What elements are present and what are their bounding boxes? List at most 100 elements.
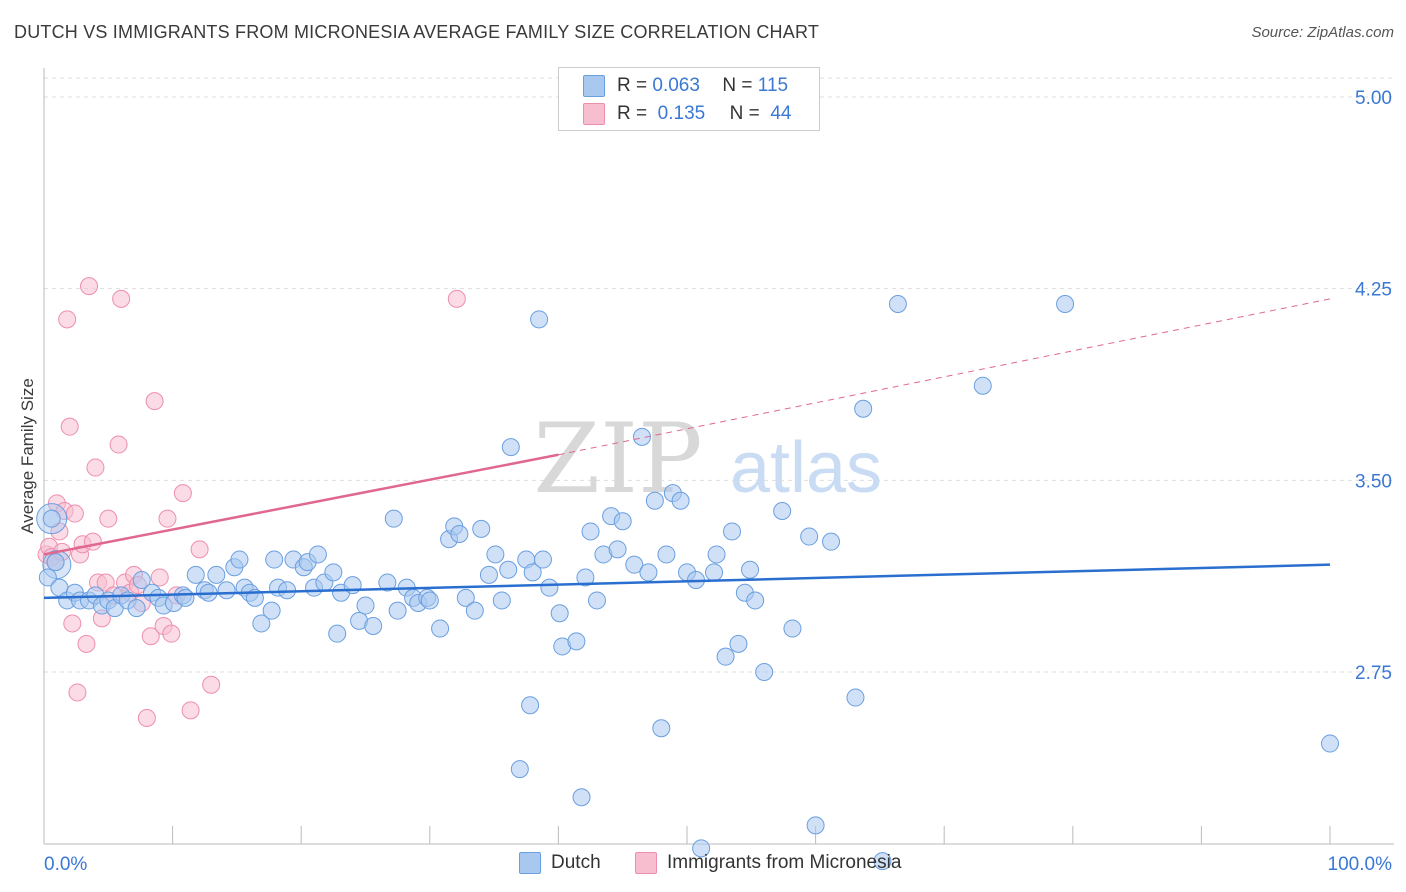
dutch-point xyxy=(378,573,397,592)
tick-labels: 2.75 3.50 4.25 5.00 0.0% 100.0% xyxy=(44,88,1392,875)
dutch-point xyxy=(741,560,760,579)
micronesia-point xyxy=(68,683,87,702)
x-tick-label: 0.0% xyxy=(44,854,87,875)
legend-n-label: N = xyxy=(729,103,760,124)
dutch-point xyxy=(492,591,511,610)
dutch-point xyxy=(1056,295,1075,313)
micronesia-point xyxy=(137,709,156,727)
legend-row-micronesia: R = 0.135 N = 44 xyxy=(583,101,791,127)
micronesia-point xyxy=(77,634,96,653)
micronesia-point xyxy=(190,540,209,559)
dutch-point xyxy=(217,581,236,600)
dutch-point xyxy=(639,563,658,582)
dutch-point xyxy=(523,563,542,582)
dutch-point xyxy=(132,571,151,589)
dutch-point xyxy=(46,553,65,572)
y-tick-label: 4.25 xyxy=(1355,280,1392,301)
y-tick-label: 5.00 xyxy=(1355,88,1392,109)
dutch-point xyxy=(613,512,632,531)
micronesia-point xyxy=(202,675,221,694)
dutch-point xyxy=(576,568,595,587)
axes xyxy=(43,68,1394,845)
dutch-point xyxy=(356,596,375,615)
dutch-point xyxy=(707,545,726,564)
dutch-point xyxy=(479,565,498,584)
micronesia-point xyxy=(150,568,169,587)
bottom-legend-label-micronesia: Immigrants from Micronesia xyxy=(667,852,902,873)
dutch-point xyxy=(252,614,271,633)
dutch-point xyxy=(608,540,627,559)
dutch-point xyxy=(723,522,742,541)
dutch-point xyxy=(540,578,559,597)
dutch-point xyxy=(755,663,774,681)
dutch-point xyxy=(567,632,586,651)
bottom-legend-swatch-micronesia xyxy=(635,852,657,874)
dutch-point xyxy=(501,438,520,457)
dutch-point xyxy=(572,788,591,807)
x-tick-label: 100.0% xyxy=(1328,854,1393,875)
dutch-point xyxy=(806,816,825,835)
dutch-point xyxy=(533,550,552,569)
dutch-point xyxy=(308,545,327,564)
watermark: ZIP atlas xyxy=(533,403,882,515)
dutch-point xyxy=(783,619,802,638)
micronesia-point xyxy=(58,310,77,329)
dutch-point xyxy=(800,527,819,546)
micronesia-point xyxy=(158,509,177,528)
legend-swatch-dutch xyxy=(583,75,605,97)
dutch-point xyxy=(854,399,873,418)
legend-n-value: 115 xyxy=(757,75,789,96)
micronesia-point xyxy=(145,392,164,411)
dutch-point xyxy=(550,604,569,623)
dutch-point xyxy=(729,634,748,653)
dutch-point xyxy=(42,509,61,528)
dutch-point xyxy=(888,295,907,313)
dutch-point xyxy=(364,617,383,635)
micronesia-point xyxy=(112,289,131,308)
dutch-point xyxy=(384,509,403,528)
dutch-point xyxy=(652,719,671,738)
dutch-point xyxy=(625,555,644,574)
micronesia-point xyxy=(181,701,200,720)
bottom-legend: Dutch Immigrants from Micronesia xyxy=(0,852,1406,878)
micronesia-point xyxy=(86,458,105,477)
dutch-point xyxy=(521,696,540,715)
bottom-legend-swatch-dutch xyxy=(519,852,541,874)
chart-title: DUTCH VS IMMIGRANTS FROM MICRONESIA AVER… xyxy=(14,22,820,42)
trend-lines xyxy=(43,298,1331,600)
micronesia-point xyxy=(83,532,102,551)
micronesia-point xyxy=(109,435,128,454)
y-tick-label: 2.75 xyxy=(1355,663,1392,684)
dutch-point xyxy=(510,760,529,779)
micronesia-points xyxy=(37,277,466,727)
legend: R = 0.063 N = 115 R = 0.135 N = 44 xyxy=(558,67,820,131)
dutch-point xyxy=(645,491,664,510)
dutch-point xyxy=(186,565,205,584)
dutch-point xyxy=(431,619,450,638)
micronesia-point xyxy=(99,509,118,528)
dutch-point xyxy=(657,545,676,564)
dutch-point xyxy=(746,591,765,610)
legend-r-value: 0.063 xyxy=(652,75,700,96)
dutch-trend-line xyxy=(43,563,1331,600)
dutch-point xyxy=(873,852,892,871)
dutch-point xyxy=(716,647,735,666)
dutch-point xyxy=(1321,734,1339,753)
dutch-point xyxy=(671,491,690,510)
micronesia-point xyxy=(65,504,84,523)
dutch-point xyxy=(127,599,146,618)
dutch-point xyxy=(846,688,865,707)
dutch-point xyxy=(420,591,439,610)
y-tick-label: 3.50 xyxy=(1355,471,1392,492)
micronesia-point xyxy=(162,624,181,643)
legend-row-dutch: R = 0.063 N = 115 xyxy=(583,73,788,99)
legend-r-label: R = xyxy=(617,75,648,96)
legend-n-value: 44 xyxy=(770,103,792,124)
dutch-point xyxy=(472,519,491,538)
dutch-point xyxy=(530,310,549,329)
micronesia-point xyxy=(63,614,82,633)
micronesia-trend-line xyxy=(43,453,559,556)
dutch-point xyxy=(262,601,281,620)
bottom-legend-micronesia: Immigrants from Micronesia xyxy=(635,852,901,874)
